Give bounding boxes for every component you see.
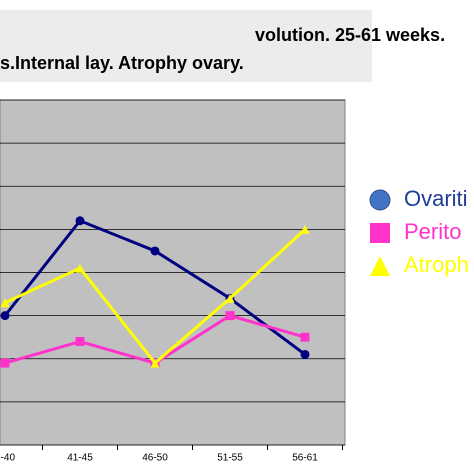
legend-label: Atroph [404, 252, 469, 277]
marker [150, 358, 160, 368]
marker [300, 332, 310, 342]
legend-label: Ovariti [404, 186, 468, 211]
chart-title: volution. 25-61 weeks. [255, 25, 445, 45]
marker [370, 223, 390, 243]
marker [75, 337, 85, 346]
marker [75, 263, 85, 273]
marker [370, 256, 390, 276]
marker [225, 311, 235, 321]
x-tick-label: 56-61 [292, 453, 318, 464]
title-box [0, 10, 372, 82]
marker [225, 293, 235, 303]
chart-title: s.Internal lay. Atrophy ovary. [0, 53, 244, 73]
marker [300, 224, 310, 234]
x-tick-label: 6-40 [0, 453, 15, 464]
marker [0, 311, 10, 321]
marker [0, 298, 10, 308]
x-tick-label: 51-55 [217, 453, 243, 464]
marker [150, 246, 160, 256]
legend-label: Perito [404, 219, 461, 244]
marker [0, 358, 10, 368]
marker [300, 349, 310, 359]
marker [75, 216, 85, 226]
x-tick-label: 46-50 [142, 453, 168, 464]
x-tick-label: 41-45 [67, 453, 93, 464]
marker [369, 189, 391, 211]
